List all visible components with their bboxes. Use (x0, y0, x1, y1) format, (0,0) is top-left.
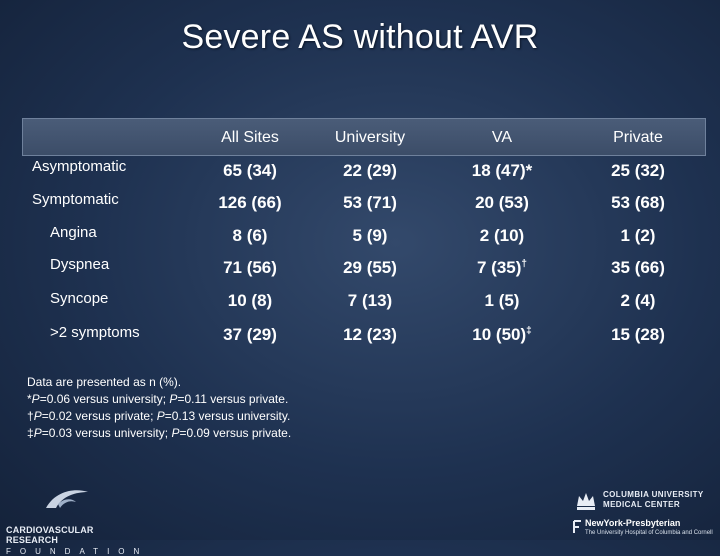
table-cell: 1 (5) (484, 291, 520, 310)
table-cell: 126 (66) (218, 193, 282, 212)
table-cell: 65 (34) (223, 161, 277, 180)
row-label-dyspnea: Dyspnea (50, 256, 110, 273)
cell-value: 10 (50) (472, 325, 527, 344)
columbia-text: COLUMBIA UNIVERSITY MEDICAL CENTER (603, 490, 704, 510)
column-header-va: VA (491, 129, 513, 146)
row-label-syncope: Syncope (50, 290, 109, 307)
row-label-asymptomatic: Asymptomatic (32, 158, 127, 175)
table-cell: 10 (50)‡ (447, 325, 557, 345)
page-title: Severe AS without AVR (181, 18, 539, 56)
p-symbol: P (171, 426, 180, 440)
table-cell: 22 (29) (343, 161, 397, 180)
crf-swoosh-icon (46, 490, 88, 508)
crf-foundation: FOUNDATION (6, 547, 149, 556)
table-cell: 37 (29) (223, 325, 277, 344)
table-cell: 71 (56) (223, 258, 277, 277)
table-cell: 53 (71) (343, 193, 397, 212)
footnote-text: =0.13 versus university. (164, 409, 291, 423)
columbia-nyp-logo: COLUMBIA UNIVERSITY MEDICAL CENTER NewYo… (573, 488, 718, 538)
row-label-2-symptoms: >2 symptoms (50, 324, 140, 341)
table-cell: 2 (10) (479, 226, 525, 245)
footnote-text: =0.09 versus private. (179, 426, 292, 440)
p-symbol: P (33, 409, 42, 423)
table-cell: 15 (28) (611, 325, 665, 344)
footnote-text: =0.11 versus private. (177, 392, 289, 406)
table-cell: 53 (68) (611, 193, 665, 212)
table-cell: 7 (35)† (447, 258, 557, 278)
table-cell: 18 (47)* (471, 161, 533, 180)
footnote-mark: † (27, 409, 34, 423)
p-symbol: P (169, 392, 178, 406)
table-cell: 2 (4) (620, 291, 656, 310)
nyp-name: NewYork-Presbyterian (585, 518, 681, 528)
column-header-all-sites: All Sites (221, 129, 279, 146)
p-symbol: P (156, 409, 165, 423)
crf-name: CARDIOVASCULAR RESEARCH (6, 525, 94, 545)
table-cell: 12 (23) (343, 325, 397, 344)
table-cell: 5 (9) (352, 226, 388, 245)
footnote-mark: ‡ (27, 426, 34, 440)
p-symbol: P (31, 392, 40, 406)
cell-value: 7 (35) (477, 258, 522, 277)
footnotes: Data are presented as n (%). *P=0.06 ver… (27, 374, 291, 442)
footnote-text: =0.03 versus university; (41, 426, 172, 440)
table-cell: 25 (32) (611, 161, 665, 180)
table-cell: 10 (8) (227, 291, 273, 310)
row-label-angina: Angina (50, 224, 97, 241)
footnote-line: ‡P=0.03 versus university; P=0.09 versus… (27, 425, 291, 442)
crown-icon (577, 493, 595, 510)
footnote-text: =0.06 versus university; (39, 392, 170, 406)
nyp-mark-icon (573, 520, 581, 533)
footnote-line: *P=0.06 versus university; P=0.11 versus… (27, 391, 291, 408)
columbia-line2: MEDICAL CENTER (603, 500, 681, 509)
table-cell: 1 (2) (620, 226, 656, 245)
crf-logo: CARDIOVASCULAR RESEARCH FOUNDATION (6, 486, 149, 556)
columbia-line1: COLUMBIA UNIVERSITY (603, 490, 704, 499)
table-cell: 35 (66) (611, 258, 665, 277)
table-cell: 20 (53) (475, 193, 529, 212)
footnote-text: =0.02 versus private; (41, 409, 157, 423)
table-header-band (22, 118, 706, 156)
dagger-mark: † (521, 258, 527, 270)
column-header-private: Private (613, 129, 663, 146)
nyp-tagline: The University Hospital of Columbia and … (585, 530, 713, 536)
footnote-mark: * (27, 392, 32, 406)
table-cell: 7 (13) (347, 291, 393, 310)
column-header-university: University (334, 129, 406, 146)
table-cell: 29 (55) (343, 258, 397, 277)
footnote-line: Data are presented as n (%). (27, 375, 182, 389)
footnote-line: †P=0.02 versus private; P=0.13 versus un… (27, 408, 291, 425)
p-symbol: P (33, 426, 42, 440)
double-dagger-mark: ‡ (526, 325, 532, 337)
row-label-symptomatic: Symptomatic (32, 191, 119, 208)
table-cell: 8 (6) (232, 226, 268, 245)
